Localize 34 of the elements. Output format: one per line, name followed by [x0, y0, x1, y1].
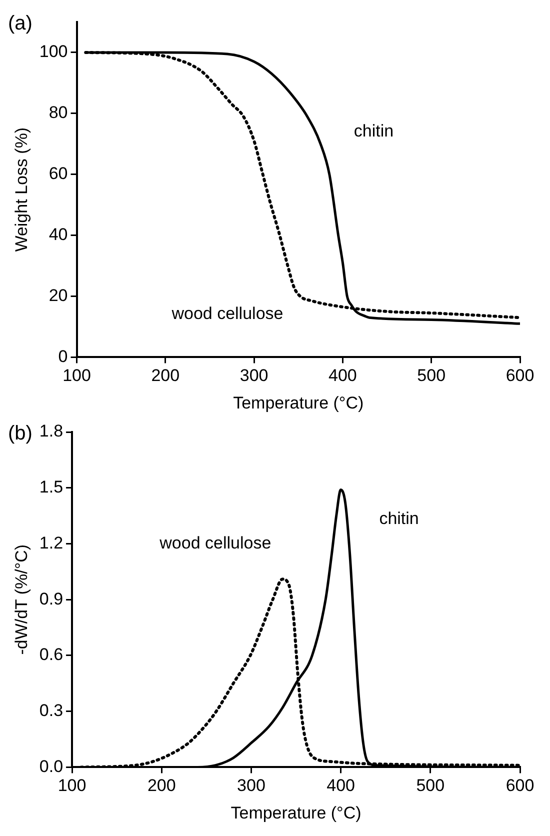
- series-label: chitin: [379, 509, 419, 528]
- y-tick-label: 40: [48, 224, 68, 244]
- x-tick-label: 500: [416, 776, 445, 796]
- y-axis-title: -dW/dT (%/°C): [12, 544, 31, 655]
- x-tick-label: 600: [506, 776, 534, 796]
- x-tick-label: 500: [417, 366, 446, 386]
- series-label: chitin: [354, 121, 394, 140]
- x-tick-label: 200: [151, 366, 180, 386]
- y-axis-title: Weight Loss (%): [12, 127, 31, 252]
- y-tick-label: 1.8: [39, 422, 64, 441]
- y-tick-label: 0.9: [39, 589, 64, 608]
- x-tick-label: 300: [240, 366, 268, 386]
- y-tick-label: 1.2: [39, 533, 64, 552]
- x-tick-label: 300: [237, 776, 266, 796]
- x-tick-label: 200: [147, 776, 176, 796]
- y-tick-label: 0.3: [39, 701, 64, 720]
- y-tick-label: 100: [39, 42, 68, 62]
- x-axis-title: Temperature (°C): [233, 393, 364, 412]
- y-tick-label: 80: [48, 103, 68, 122]
- y-tick-label: 0: [58, 346, 68, 366]
- series-label: wood cellulose: [170, 304, 284, 324]
- y-tick-label: 1.5: [39, 478, 64, 497]
- y-tick-label: 0.6: [39, 645, 64, 664]
- series-label: wood cellulose: [158, 533, 272, 552]
- x-axis-title: Temperature (°C): [230, 803, 362, 822]
- y-tick-label: 60: [48, 164, 68, 184]
- x-tick-label: 400: [326, 776, 355, 796]
- chart-title: (b): [8, 422, 32, 445]
- x-tick-label: 100: [62, 366, 91, 386]
- chart-title: (a): [8, 12, 32, 35]
- y-tick-label: 20: [48, 286, 68, 305]
- x-tick-label: 400: [328, 366, 357, 386]
- x-tick-label: 600: [506, 366, 534, 386]
- y-tick-label: 0.0: [39, 756, 64, 776]
